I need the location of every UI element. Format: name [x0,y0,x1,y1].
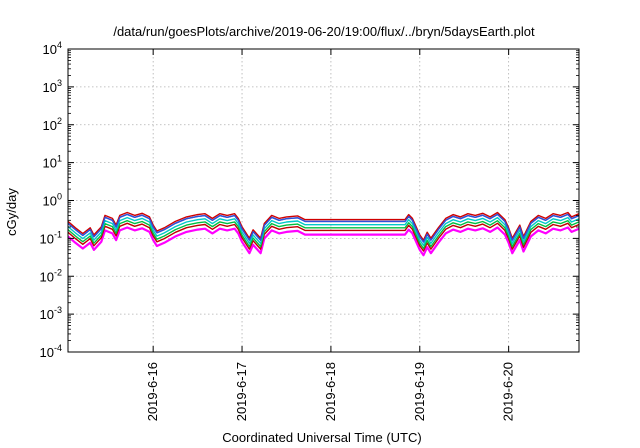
series-line-1 [67,226,580,257]
y-tick-label: 102 [43,116,62,133]
y-tick-label: 100 [43,192,62,209]
y-axis-label: cGy/day [4,188,19,236]
ticks [68,48,579,353]
y-tick-exponent: -3 [54,305,62,315]
y-tick-base: 10 [43,194,57,209]
grid [68,49,579,352]
y-tick-base: 10 [43,118,57,133]
y-tick-label: 10-1 [40,229,62,246]
y-tick-exponent: 3 [57,78,62,88]
y-tick-label: 104 [43,40,62,57]
y-tick-label: 10-4 [40,343,62,360]
y-tick-base: 10 [40,307,54,322]
series-line-6 [67,211,580,241]
series-line-4 [67,216,580,246]
y-tick-exponent: -4 [54,343,62,353]
series-line-3 [67,220,580,250]
y-tick-base: 10 [40,269,54,284]
series-line-2 [67,222,580,252]
y-tick-label: 103 [43,78,62,95]
y-tick-exponent: -2 [54,267,62,277]
y-tick-exponent: 4 [57,40,62,50]
y-tick-base: 10 [40,345,54,360]
y-tick-exponent: 0 [57,192,62,202]
y-tick-label: 10-3 [40,305,62,322]
y-tick-exponent: -1 [54,229,62,239]
y-tick-base: 10 [40,231,54,246]
x-tick-label: 2019-6-20 [501,362,516,421]
y-tick-exponent: 2 [57,116,62,126]
x-tick-label: 2019-6-16 [145,362,160,421]
x-tick-label: 2019-6-17 [234,362,249,421]
y-tick-base: 10 [43,42,57,57]
y-tick-base: 10 [43,80,57,95]
y-tick-label: 101 [43,154,62,171]
x-tick-label: 2019-6-19 [412,362,427,421]
series-group [67,211,580,257]
x-tick-labels: 2019-6-16 2019-6-17 2019-6-18 2019-6-19 2019… [145,362,515,421]
y-tick-label: 10-2 [40,267,62,284]
y-tick-exponent: 1 [57,154,62,164]
y-tick-base: 10 [43,156,57,171]
chart-title: /data/run/goesPlots/archive/2019-06-20/1… [113,24,535,39]
x-axis-label: Coordinated Universal Time (UTC) [222,430,421,445]
x-tick-label: 2019-6-18 [323,362,338,421]
series-line-7 [67,213,580,243]
